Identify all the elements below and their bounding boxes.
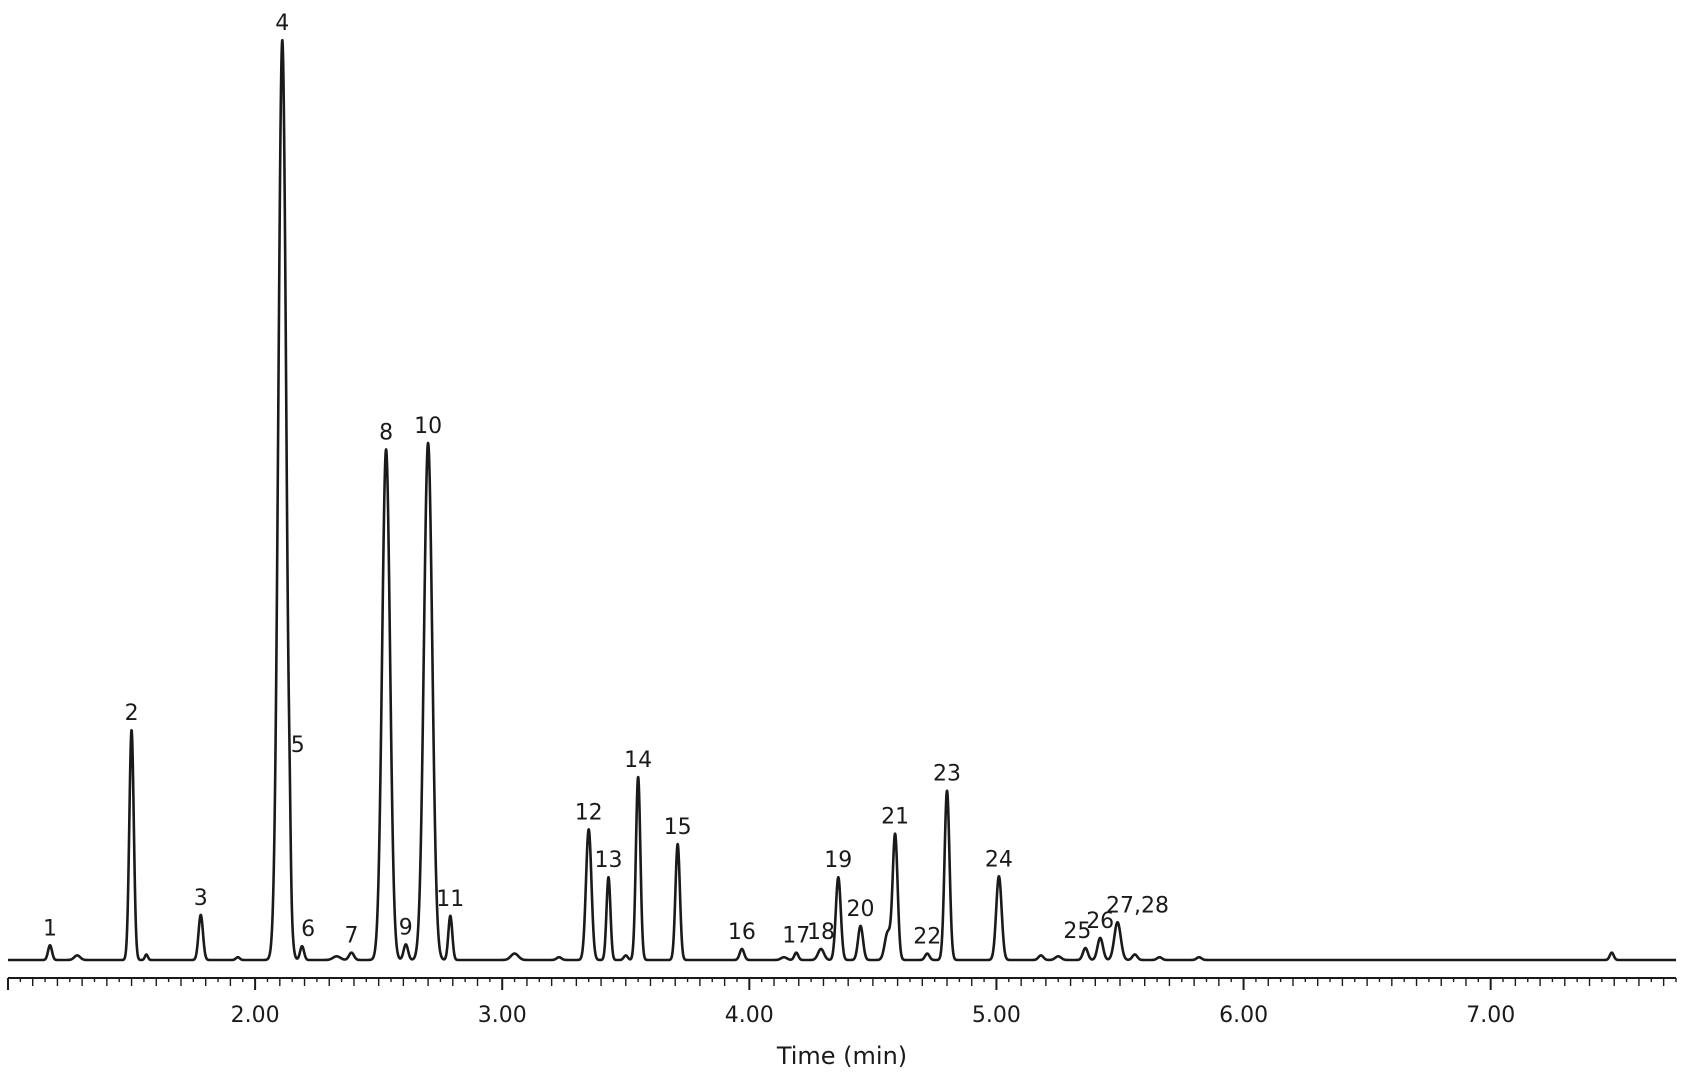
- peak-label-18: 18: [807, 920, 835, 945]
- peak-label-21: 21: [881, 805, 909, 830]
- peak-label-23: 23: [933, 762, 961, 787]
- peak-label-20: 20: [847, 897, 875, 922]
- peak-label-1: 1: [43, 916, 57, 941]
- peak-label-2: 2: [125, 701, 139, 726]
- x-axis-title: Time (min): [776, 1042, 907, 1070]
- peak-label-6: 6: [301, 917, 315, 942]
- peak-label-14: 14: [624, 748, 652, 773]
- x-tick-label: 3.00: [478, 1003, 527, 1028]
- peak-label-26: 26: [1086, 909, 1114, 934]
- peak-label-15: 15: [664, 815, 692, 840]
- peak-label-5: 5: [291, 733, 305, 758]
- trace-layer: [6, 38, 1678, 962]
- x-tick-label: 6.00: [1219, 1003, 1268, 1028]
- x-tick-label: 4.00: [725, 1003, 774, 1028]
- x-axis-ticks: 2.00 3.00 4.00 5.00 6.00 7.00: [7, 978, 1677, 1028]
- x-tick-label: 2.00: [231, 1003, 280, 1028]
- peak-label-19: 19: [824, 848, 852, 873]
- x-tick-label: 5.00: [972, 1003, 1021, 1028]
- peak-label-7: 7: [345, 924, 359, 949]
- peak-label-11: 11: [436, 887, 464, 912]
- peak-label-3: 3: [194, 886, 208, 911]
- x-tick-label: 7.00: [1466, 1003, 1515, 1028]
- peak-label-8: 8: [379, 420, 393, 445]
- peak-label-10: 10: [414, 414, 442, 439]
- peak-label-12: 12: [575, 800, 603, 825]
- peak-label-22: 22: [913, 925, 941, 950]
- peak-label-24: 24: [985, 847, 1013, 872]
- peak-label-16: 16: [728, 920, 756, 945]
- chromatogram-trace: [6, 38, 1678, 962]
- peak-label-25: 25: [1063, 919, 1091, 944]
- peak-label-13: 13: [595, 848, 623, 873]
- peak-label-27-28: 27,28: [1106, 893, 1169, 918]
- peak-label-17: 17: [782, 924, 810, 949]
- x-axis: 2.00 3.00 4.00 5.00 6.00 7.00: [7, 977, 1677, 1028]
- peak-label-4: 4: [275, 11, 289, 36]
- peak-label-9: 9: [399, 915, 413, 940]
